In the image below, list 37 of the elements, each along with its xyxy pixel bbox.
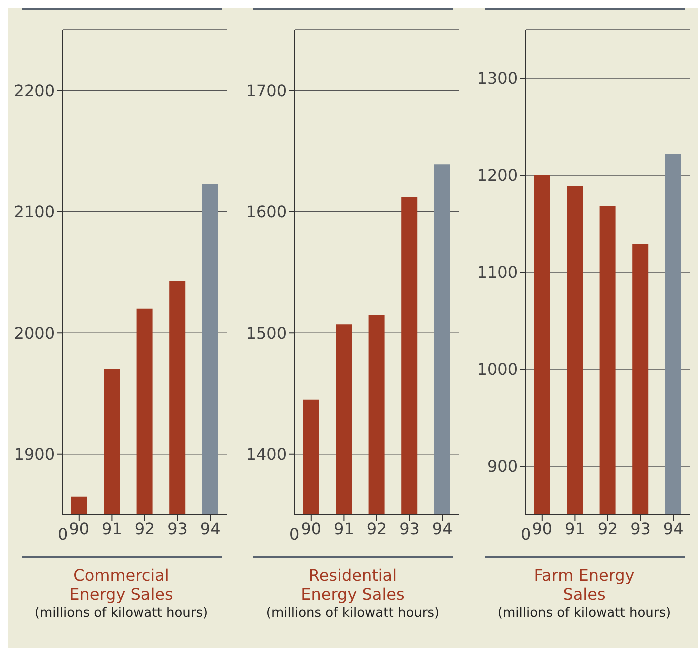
x-tick-label: 91 xyxy=(565,519,586,538)
text: (millions of kilowatt hours) xyxy=(498,606,672,621)
x-tick-label: 94 xyxy=(432,519,452,538)
text: 0 xyxy=(290,525,300,544)
y-tick-label: 2000 xyxy=(14,324,55,343)
y-tick-label: 1900 xyxy=(14,445,55,464)
x-tick-label: 94 xyxy=(200,519,221,538)
x-tick-label: 92 xyxy=(598,519,618,538)
x-tick-label: 93 xyxy=(630,519,651,538)
x-tick-label: 93 xyxy=(168,519,188,538)
text: Residential Energy Sales xyxy=(300,566,406,604)
text: Farm Energy Sales xyxy=(533,566,636,604)
y-tick-label: 2200 xyxy=(14,81,55,100)
y-tick-label: 1200 xyxy=(477,166,518,186)
x-tick-label: 92 xyxy=(134,519,156,538)
y-tick-label: 2100 xyxy=(14,202,55,222)
text: 0 xyxy=(521,525,532,544)
y-tick-label: 1100 xyxy=(477,263,518,282)
text: (millions of kilowatt hours) xyxy=(266,606,440,621)
y-tick-label: 1500 xyxy=(246,324,286,343)
y-tick-label: 1000 xyxy=(477,360,518,380)
x-tick-label: 90 xyxy=(300,519,322,538)
x-tick-label: 92 xyxy=(366,519,387,538)
y-tick-label: 1300 xyxy=(477,69,518,88)
x-tick-label: 91 xyxy=(102,519,122,538)
text: (millions of kilowatt hours) xyxy=(34,606,208,621)
x-tick-label: 91 xyxy=(334,519,354,538)
text: 0 xyxy=(58,525,68,544)
y-tick-label: 1400 xyxy=(246,445,286,464)
y-tick-label: 1700 xyxy=(246,81,286,100)
x-tick-label: 90 xyxy=(532,519,553,538)
text: Commercial Energy Sales xyxy=(68,566,174,604)
y-tick-label: 900 xyxy=(487,457,518,476)
x-tick-label: 90 xyxy=(69,519,90,538)
y-tick-label: 1600 xyxy=(246,202,286,222)
x-tick-label: 93 xyxy=(399,519,420,538)
x-tick-label: 94 xyxy=(663,519,684,538)
